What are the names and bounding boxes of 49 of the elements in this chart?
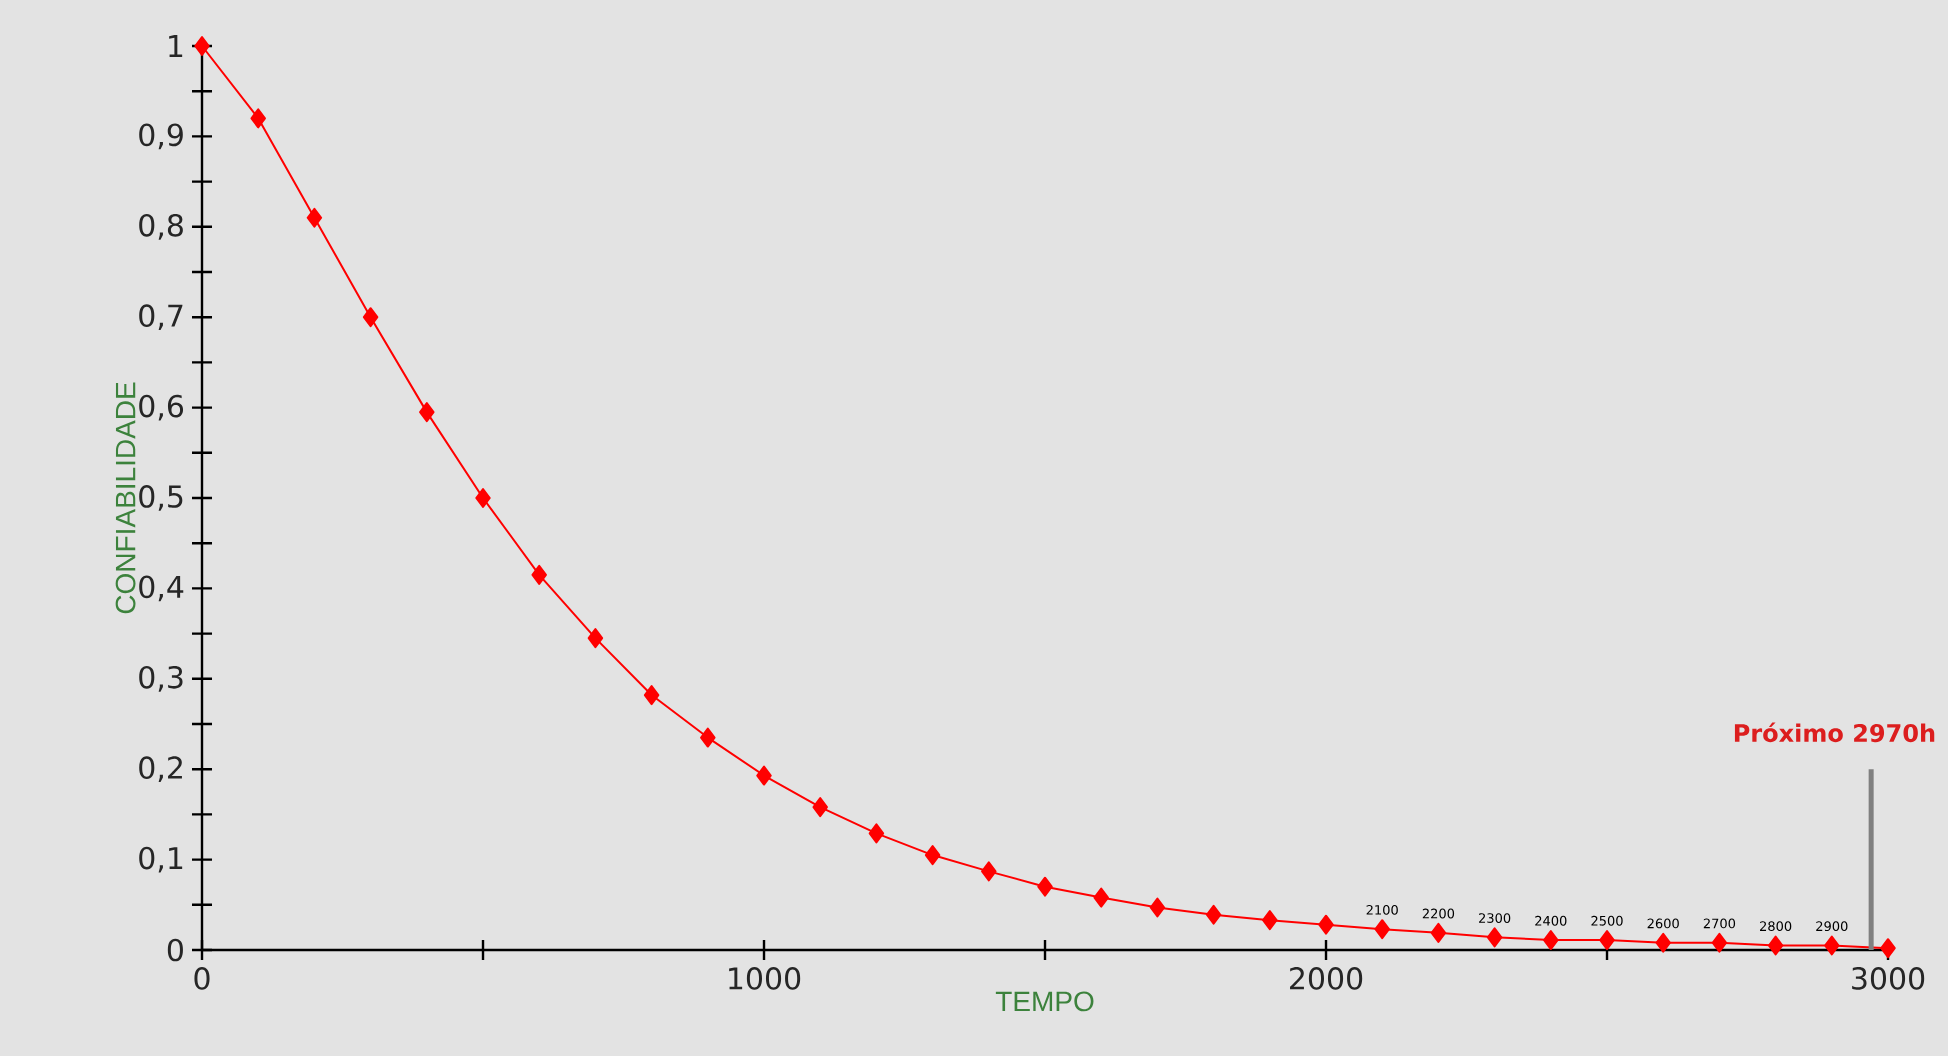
y-axis-title: CONFIABILIDADE [115,382,136,614]
point [194,36,210,56]
y-tick-label: 0,6 [139,394,184,421]
y-tick-label: 0,3 [139,665,183,692]
y-tick-label: 0,4 [139,575,184,602]
point [812,797,828,818]
x-axis-title: TEMPO [995,991,1094,1012]
y-tick-label: 0,1 [139,846,183,873]
point [250,108,266,129]
point [475,488,491,508]
point [1149,897,1166,918]
point [419,402,435,423]
y-tick-label: 0,9 [139,123,183,150]
point [1318,914,1334,935]
y-tick-label: 0,7 [139,304,183,331]
point [700,727,716,748]
point [306,207,323,228]
x-tick-label: 3000 [1852,967,1925,990]
point [362,307,379,328]
y-tick-label: 0,8 [139,213,183,240]
y-tick-label: 1 [169,35,183,57]
x-tick-label: 1000 [729,967,801,990]
ref-line-label: Próximo 2970h [1734,722,1935,743]
point [1093,887,1109,908]
point [981,861,997,882]
point [1205,904,1222,925]
y-tick-label: 0,5 [139,485,183,511]
y-tick-label: 0 [167,938,183,962]
point [1880,938,1896,959]
point [1655,932,1671,953]
point [1037,876,1053,897]
point [531,564,547,585]
point [643,685,660,706]
x-tick-label: 0 [194,967,210,990]
point [1486,927,1503,948]
point [756,765,772,786]
x-tick-label: 2000 [1290,967,1363,990]
point [1824,935,1840,956]
point [1430,922,1447,943]
point [1543,930,1559,951]
point [1374,919,1390,940]
point [924,845,941,866]
point [587,628,604,649]
point [1711,932,1728,953]
point [1767,935,1784,956]
point [1262,910,1278,931]
y-tick-label: 0,2 [139,756,182,783]
point [868,823,885,844]
point [1599,930,1615,951]
